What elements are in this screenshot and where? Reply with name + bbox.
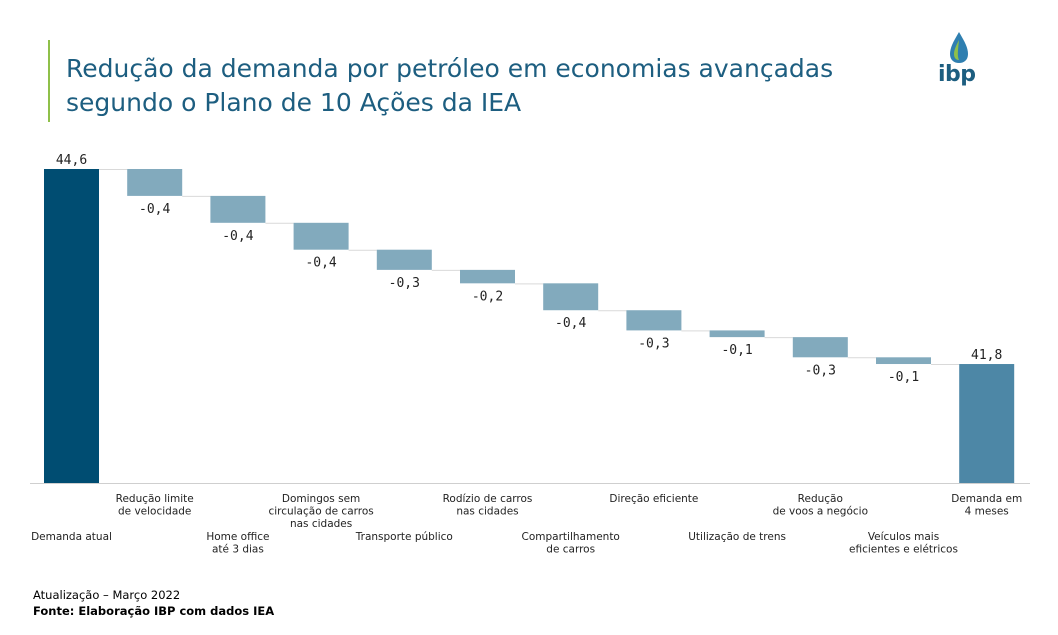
bar-5 — [460, 269, 515, 284]
chart-title: Redução da demanda por petróleo em econo… — [66, 54, 834, 117]
category-label-4: Transporte público — [355, 531, 453, 543]
category-label-3: Domingos sem circulação de carros nas cida… — [268, 493, 373, 530]
bar-4 — [376, 249, 432, 270]
category-label-5: Rodízio de carros nas cidades — [443, 493, 533, 518]
ibp-logo-icon — [950, 32, 968, 63]
value-label-8: -0,1 — [721, 343, 752, 358]
bar-11 — [959, 364, 1015, 483]
value-label-6: -0,4 — [555, 316, 586, 331]
value-label-5: -0,2 — [472, 289, 503, 304]
bar-9 — [792, 337, 848, 358]
bar-7 — [626, 310, 682, 331]
value-label-1: -0,4 — [139, 202, 170, 217]
bar-6 — [543, 283, 599, 311]
bar-0 — [44, 169, 99, 483]
bar-1 — [127, 169, 183, 196]
footer-source: Fonte: Elaboração IBP com dados IEA — [33, 604, 275, 618]
logo-text: ibp — [938, 62, 976, 87]
category-label-9: Redução de voos a negócio — [773, 493, 868, 518]
footer-update: Atualização – Março 2022 — [33, 588, 181, 602]
bar-8 — [709, 330, 765, 338]
bar-3 — [293, 222, 349, 250]
value-label-4: -0,3 — [389, 276, 420, 291]
title-accent-bar — [48, 40, 50, 122]
value-label-10: -0,1 — [888, 370, 919, 385]
bar-2 — [210, 195, 266, 223]
category-label-10: Veículos mais eficientes e elétricos — [849, 531, 958, 556]
category-label-7: Direção eficiente — [609, 493, 698, 505]
category-label-8: Utilização de trens — [688, 531, 786, 543]
category-label-0: Demanda atual — [31, 531, 112, 543]
category-label-1: Redução limite de velocidade — [116, 493, 194, 518]
value-label-11: 41,8 — [971, 348, 1002, 363]
value-label-3: -0,4 — [305, 256, 336, 271]
bar-10 — [876, 357, 931, 365]
value-label-9: -0,3 — [805, 363, 836, 378]
category-label-2: Home office até 3 dias — [206, 531, 269, 556]
value-label-2: -0,4 — [222, 229, 253, 244]
category-label-11: Demanda em 4 meses — [951, 493, 1022, 518]
value-label-0: 44,6 — [56, 153, 87, 168]
category-label-6: Compartilhamento de carros — [522, 531, 620, 556]
value-label-7: -0,3 — [638, 336, 669, 351]
